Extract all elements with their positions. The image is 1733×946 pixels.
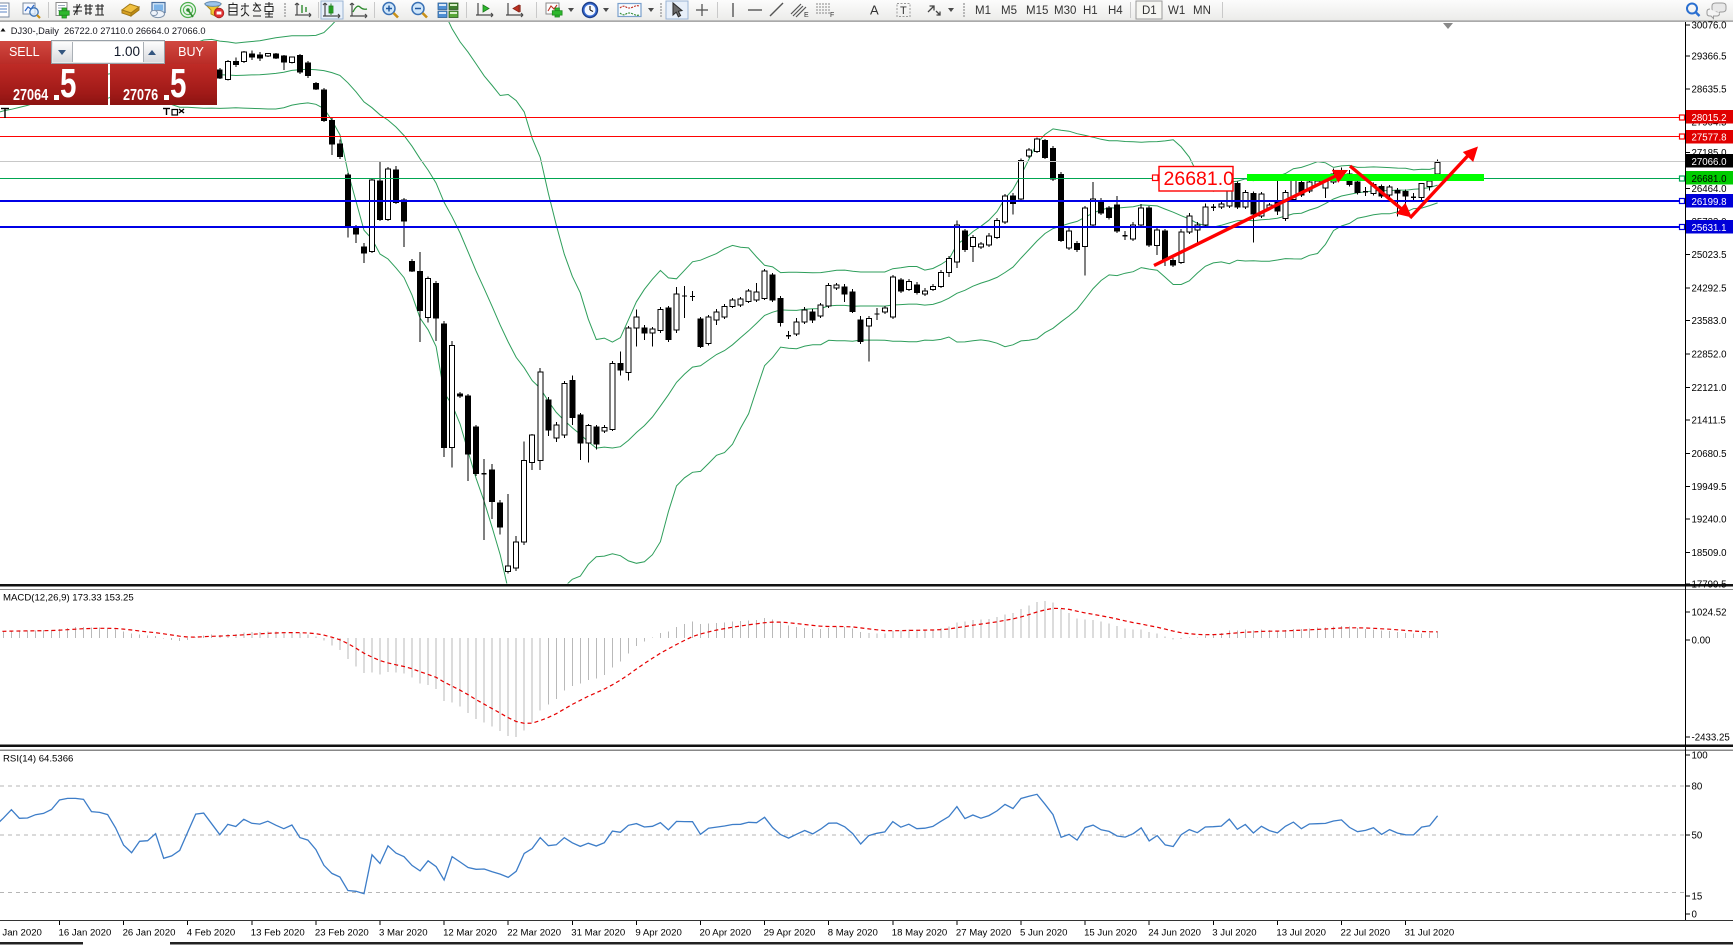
svg-text:25023.5: 25023.5 xyxy=(1692,250,1727,261)
svg-text:F: F xyxy=(830,12,834,19)
svg-text:27066.0: 27066.0 xyxy=(1692,157,1728,168)
svg-text:9 Apr 2020: 9 Apr 2020 xyxy=(635,928,681,939)
svg-text:50: 50 xyxy=(1692,831,1703,842)
svg-text:M15: M15 xyxy=(1026,5,1048,17)
svg-text:17799.5: 17799.5 xyxy=(1692,580,1727,591)
svg-text:W1: W1 xyxy=(1168,5,1185,17)
svg-text:26464.0: 26464.0 xyxy=(1692,184,1728,195)
svg-text:20 Apr 2020: 20 Apr 2020 xyxy=(700,928,752,939)
svg-text:12 Mar 2020: 12 Mar 2020 xyxy=(443,928,497,939)
svg-text:MN: MN xyxy=(1193,5,1211,17)
svg-text:24292.5: 24292.5 xyxy=(1692,284,1727,295)
svg-text:19949.5: 19949.5 xyxy=(1692,482,1727,493)
svg-text:22 Mar 2020: 22 Mar 2020 xyxy=(507,928,561,939)
svg-text:3 Jul 2020: 3 Jul 2020 xyxy=(1212,928,1256,939)
svg-text:8 May 2020: 8 May 2020 xyxy=(828,928,878,939)
svg-text:100: 100 xyxy=(1692,751,1709,762)
svg-text:3 Mar 2020: 3 Mar 2020 xyxy=(379,928,428,939)
svg-text:7 Jan 2020: 7 Jan 2020 xyxy=(0,928,42,939)
svg-text:13 Feb 2020: 13 Feb 2020 xyxy=(251,928,305,939)
svg-text:18 May 2020: 18 May 2020 xyxy=(892,928,947,939)
svg-text:H1: H1 xyxy=(1083,5,1098,17)
svg-text:16 Jan 2020: 16 Jan 2020 xyxy=(59,928,112,939)
svg-text:H4: H4 xyxy=(1108,5,1123,17)
svg-text:M5: M5 xyxy=(1001,5,1017,17)
svg-text:26 Jan 2020: 26 Jan 2020 xyxy=(123,928,176,939)
svg-text:22852.0: 22852.0 xyxy=(1692,350,1728,361)
svg-text:MACD(12,26,9) 173.33 153.25: MACD(12,26,9) 173.33 153.25 xyxy=(3,593,134,604)
svg-text:80: 80 xyxy=(1692,782,1703,793)
svg-text:15: 15 xyxy=(1692,892,1703,903)
svg-text:5 Jun 2020: 5 Jun 2020 xyxy=(1020,928,1067,939)
svg-text:29366.5: 29366.5 xyxy=(1692,52,1727,63)
svg-text:22 Jul 2020: 22 Jul 2020 xyxy=(1341,928,1391,939)
svg-text:27577.8: 27577.8 xyxy=(1692,132,1727,143)
svg-text:24 Jun 2020: 24 Jun 2020 xyxy=(1148,928,1201,939)
svg-text:21411.5: 21411.5 xyxy=(1692,416,1726,427)
svg-text:4 Feb 2020: 4 Feb 2020 xyxy=(187,928,236,939)
svg-text:26199.8: 26199.8 xyxy=(1692,197,1727,208)
svg-text:26681.0: 26681.0 xyxy=(1164,168,1235,190)
svg-text:22121.0: 22121.0 xyxy=(1692,383,1728,394)
svg-text:19240.0: 19240.0 xyxy=(1692,515,1728,526)
svg-text:D1: D1 xyxy=(1142,5,1157,17)
svg-text:31 Jul 2020: 31 Jul 2020 xyxy=(1405,928,1455,939)
svg-text:E: E xyxy=(804,12,809,19)
svg-text:T: T xyxy=(900,5,907,17)
svg-text:M30: M30 xyxy=(1054,5,1076,17)
svg-text:27 May 2020: 27 May 2020 xyxy=(956,928,1011,939)
svg-text:A: A xyxy=(870,3,879,18)
svg-text:15 Jun 2020: 15 Jun 2020 xyxy=(1084,928,1137,939)
svg-text:0: 0 xyxy=(1692,910,1698,921)
svg-text:M1: M1 xyxy=(975,5,991,17)
svg-text:29 Apr 2020: 29 Apr 2020 xyxy=(764,928,816,939)
svg-text:20680.5: 20680.5 xyxy=(1692,449,1727,460)
svg-text:RSI(14) 64.5366: RSI(14) 64.5366 xyxy=(3,754,73,765)
svg-text:23 Feb 2020: 23 Feb 2020 xyxy=(315,928,369,939)
svg-text:-2433.25: -2433.25 xyxy=(1692,733,1730,744)
svg-text:28635.5: 28635.5 xyxy=(1692,85,1727,96)
svg-text:31 Mar 2020: 31 Mar 2020 xyxy=(571,928,625,939)
svg-text:13 Jul 2020: 13 Jul 2020 xyxy=(1276,928,1326,939)
svg-text:1024.52: 1024.52 xyxy=(1692,608,1727,619)
svg-text:18509.0: 18509.0 xyxy=(1692,548,1728,559)
svg-text:DJ30-,Daily 26722.0 27110.0 2: DJ30-,Daily 26722.0 27110.0 26664.0 2706… xyxy=(11,26,206,36)
svg-text:25631.1: 25631.1 xyxy=(1692,223,1727,234)
svg-text:27185.0: 27185.0 xyxy=(1692,148,1728,159)
svg-text:23583.0: 23583.0 xyxy=(1692,316,1728,327)
svg-text:30076.0: 30076.0 xyxy=(1692,21,1728,32)
svg-text:28015.2: 28015.2 xyxy=(1692,113,1727,124)
svg-text:26681.0: 26681.0 xyxy=(1692,174,1728,185)
svg-text:0.00: 0.00 xyxy=(1692,636,1711,647)
